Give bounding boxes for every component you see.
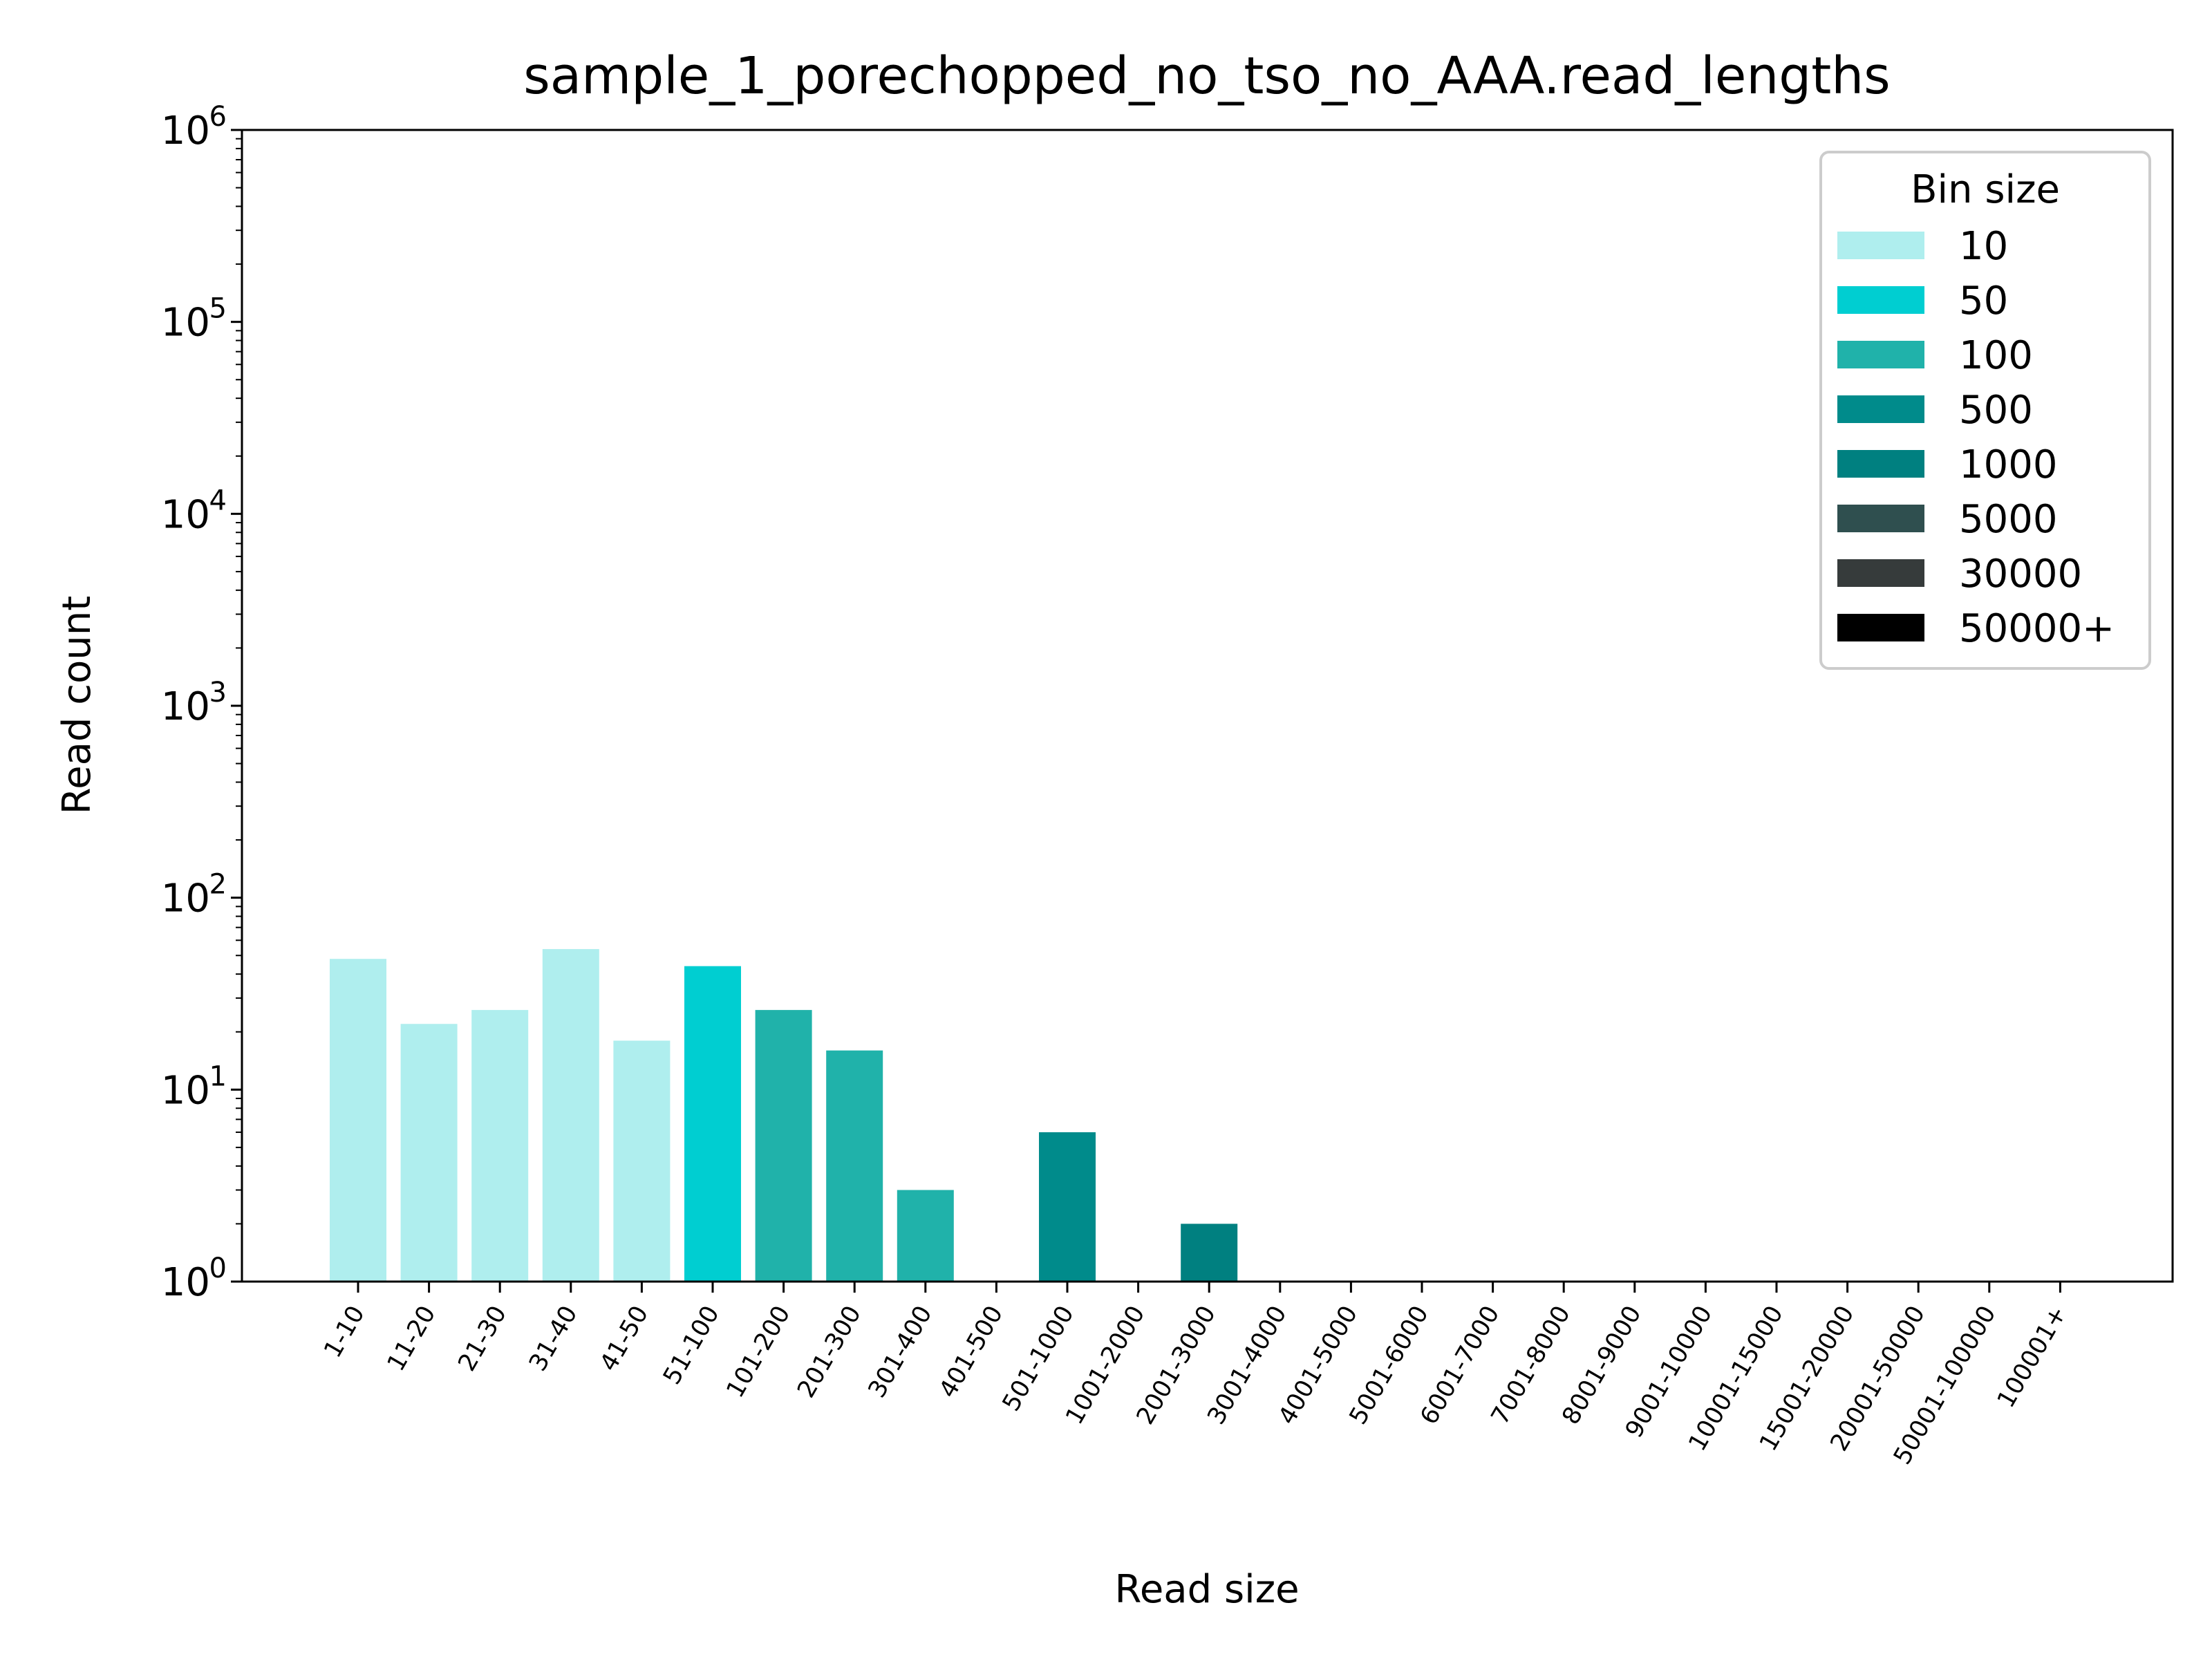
bar-1-10 bbox=[330, 959, 386, 1282]
legend-swatch bbox=[1837, 450, 1924, 478]
legend: Bin size 10 50 100 500 1000 5000 30000 50000+ bbox=[1819, 151, 2151, 670]
bar-11-20 bbox=[400, 1024, 458, 1282]
x-axis-label: Read size bbox=[1114, 1567, 1299, 1612]
chart-title: sample_1_porechopped_no_tso_no_AAA.read_… bbox=[523, 46, 1890, 106]
y-axis-label: Read count bbox=[55, 596, 100, 815]
bar-301-400 bbox=[897, 1190, 954, 1282]
legend-swatch bbox=[1837, 341, 1924, 368]
legend-label: 10 bbox=[1959, 224, 2008, 269]
y-tick-label: 10 bbox=[161, 492, 210, 537]
y-tick-label: 10 bbox=[161, 301, 210, 346]
bar-21-30 bbox=[471, 1010, 529, 1282]
legend-swatch bbox=[1837, 395, 1924, 423]
legend-swatch bbox=[1837, 614, 1924, 641]
legend-swatch bbox=[1837, 232, 1924, 259]
bar-2001-3000 bbox=[1181, 1224, 1238, 1282]
legend-label: 1000 bbox=[1959, 442, 2058, 487]
bar-series bbox=[330, 948, 1238, 1282]
legend-label: 500 bbox=[1959, 388, 2033, 433]
y-tick-exponent: 4 bbox=[209, 485, 227, 516]
legend-label: 30000 bbox=[1959, 552, 2082, 597]
bar-31-40 bbox=[542, 948, 599, 1282]
bar-501-1000 bbox=[1039, 1132, 1096, 1282]
y-tick-label: 10 bbox=[161, 1260, 210, 1305]
legend-label: 5000 bbox=[1959, 497, 2058, 542]
y-tick-exponent: 5 bbox=[209, 293, 227, 325]
legend-box bbox=[1819, 151, 2151, 670]
legend-swatch bbox=[1837, 505, 1924, 532]
bar-51-100 bbox=[684, 966, 741, 1282]
y-tick-label: 10 bbox=[161, 877, 210, 921]
legend-label: 100 bbox=[1959, 333, 2033, 378]
y-tick-exponent: 6 bbox=[209, 101, 227, 133]
legend-swatch bbox=[1837, 286, 1924, 314]
y-tick-exponent: 3 bbox=[209, 677, 227, 709]
y-tick-label: 10 bbox=[161, 109, 210, 153]
plot-frame bbox=[241, 129, 2174, 1283]
bar-41-50 bbox=[613, 1040, 671, 1282]
legend-label: 50000+ bbox=[1959, 606, 2115, 651]
y-tick-exponent: 0 bbox=[209, 1253, 227, 1284]
y-tick-label: 10 bbox=[161, 1068, 210, 1113]
y-tick-label: 10 bbox=[161, 684, 210, 729]
legend-title: Bin size bbox=[1911, 167, 2060, 212]
y-tick-exponent: 1 bbox=[209, 1060, 227, 1092]
legend-swatch bbox=[1837, 559, 1924, 587]
bar-201-300 bbox=[826, 1050, 883, 1282]
bar-101-200 bbox=[755, 1010, 812, 1282]
legend-label: 50 bbox=[1959, 279, 2008, 324]
legend-entries: 10 50 100 500 1000 5000 30000 50000+ bbox=[1837, 224, 2115, 651]
y-tick-exponent: 2 bbox=[209, 869, 227, 901]
